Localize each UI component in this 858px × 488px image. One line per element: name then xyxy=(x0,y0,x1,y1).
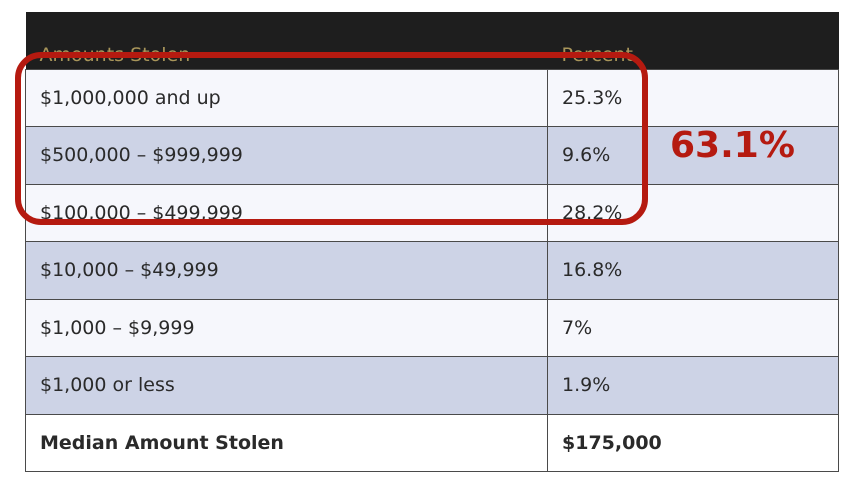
median-value: $175,000 xyxy=(547,413,839,472)
percent-cell: 25.3% xyxy=(547,68,839,127)
amount-cell: $1,000,000 and up xyxy=(25,68,548,127)
header-amounts-stolen: Amounts Stolen xyxy=(25,12,548,69)
table-row: $1,000,000 and up 25.3% xyxy=(25,68,839,127)
amount-cell: $1,000 or less xyxy=(25,356,548,415)
median-row: Median Amount Stolen $175,000 xyxy=(25,413,839,472)
percent-cell: 7% xyxy=(547,298,839,357)
percent-cell: 16.8% xyxy=(547,241,839,300)
amount-cell: $100,000 – $499,999 xyxy=(25,183,548,242)
amount-cell: $10,000 – $49,999 xyxy=(25,241,548,300)
header-percent: Percent xyxy=(547,12,839,69)
median-label: Median Amount Stolen xyxy=(25,413,548,472)
percent-cell: 1.9% xyxy=(547,356,839,415)
percent-cell: 9.6% xyxy=(547,126,839,185)
amounts-stolen-table: Amounts Stolen Percent $1,000,000 and up… xyxy=(25,12,839,472)
table-row: $1,000 – $9,999 7% xyxy=(25,298,839,357)
table-row: $100,000 – $499,999 28.2% xyxy=(25,183,839,242)
amount-cell: $1,000 – $9,999 xyxy=(25,298,548,357)
amount-cell: $500,000 – $999,999 xyxy=(25,126,548,185)
table-row: $1,000 or less 1.9% xyxy=(25,356,839,415)
highlight-sum-label: 63.1% xyxy=(670,125,795,166)
table-row: $500,000 – $999,999 9.6% xyxy=(25,126,839,185)
table-row: $10,000 – $49,999 16.8% xyxy=(25,241,839,300)
percent-cell: 28.2% xyxy=(547,183,839,242)
table-header-row: Amounts Stolen Percent xyxy=(25,12,839,69)
